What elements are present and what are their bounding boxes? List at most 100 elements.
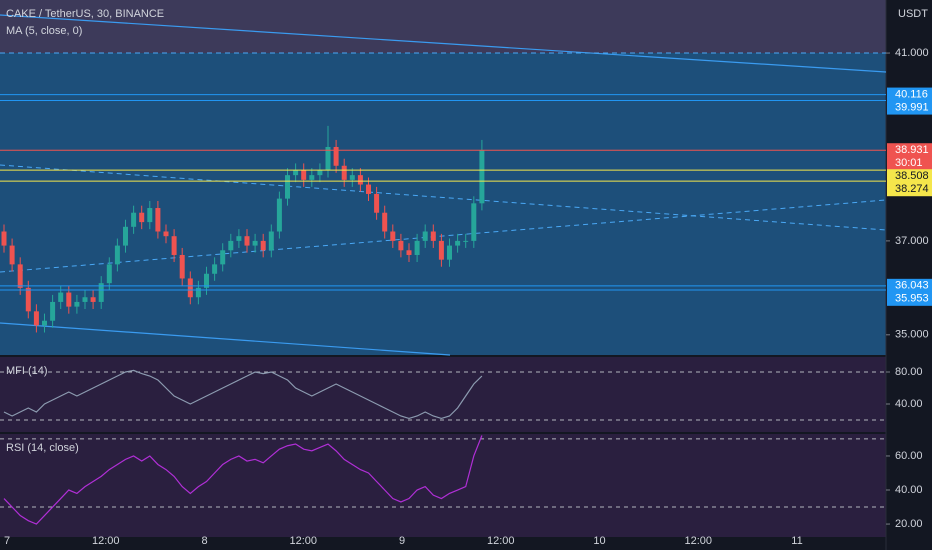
candle-body	[58, 292, 64, 302]
candle-body	[406, 250, 412, 255]
price-label: 38.931	[895, 144, 929, 156]
trend-line	[0, 322, 451, 356]
candle-body	[1, 231, 7, 246]
price-label: 36.043	[895, 280, 929, 292]
candle-body	[33, 311, 39, 326]
price-label: 38.274	[895, 183, 929, 195]
candle-body	[147, 208, 153, 223]
candle-body	[50, 301, 56, 321]
price-label-bg	[887, 100, 932, 115]
candle-body	[325, 146, 331, 171]
price-label-bg	[887, 182, 932, 197]
indicator-label: MFI (14)	[6, 365, 48, 377]
candle-body	[463, 240, 469, 242]
trend-line	[0, 14, 887, 73]
candle-body	[171, 236, 177, 255]
candle-body	[228, 240, 234, 251]
candle-body	[455, 240, 461, 246]
candle-body	[163, 231, 169, 237]
candle-body	[447, 245, 452, 260]
x-tick-label: 10	[593, 535, 605, 547]
candle-body	[309, 175, 315, 180]
candle-body	[341, 165, 347, 180]
trend-line-dashed	[0, 199, 887, 273]
candle-body	[301, 170, 307, 180]
candle-body	[42, 320, 47, 326]
candle-body	[317, 170, 323, 176]
candle-body	[422, 231, 428, 241]
candle-body	[414, 240, 420, 255]
candle-body	[98, 283, 104, 302]
indicator-label: RSI (14, close)	[6, 442, 79, 454]
candle-body	[179, 254, 185, 279]
candle-body	[398, 240, 404, 251]
candle-body	[74, 301, 80, 307]
zone-top	[0, 0, 886, 53]
x-tick-label: 8	[201, 535, 207, 547]
candle-body	[244, 236, 250, 246]
candle-body	[293, 170, 299, 176]
candle-body	[9, 245, 15, 265]
price-label: 38.508	[895, 170, 929, 182]
candle-body	[204, 273, 209, 288]
x-tick-label: 12:00	[487, 535, 515, 547]
price-label: 35.953	[895, 293, 929, 305]
candle-body	[123, 226, 128, 246]
candle-body	[155, 208, 161, 232]
candle-body	[276, 198, 282, 232]
plot	[0, 94, 886, 333]
y-tick-label: 60.00	[895, 450, 923, 462]
candle-body	[471, 203, 477, 241]
price-label: 39.991	[895, 101, 929, 113]
indicator-panes	[0, 357, 886, 537]
y-tick-label: 20.00	[895, 518, 923, 530]
x-tick-label: 12:00	[289, 535, 317, 547]
x-tick-label: 11	[791, 535, 802, 547]
trend-line-dashed	[0, 164, 887, 231]
candle-body	[357, 175, 363, 185]
price-label-bg	[887, 278, 932, 293]
candle-body	[285, 175, 290, 199]
candle-body	[106, 264, 112, 284]
main-pane	[0, 0, 886, 355]
x-tick-label: 7	[4, 535, 10, 547]
candle-body	[195, 287, 201, 298]
y-tick-label: 40.00	[895, 484, 923, 496]
price-label-bg	[887, 169, 932, 184]
candle-body	[438, 240, 444, 260]
candle-body	[479, 150, 485, 204]
countdown: 30:01	[895, 157, 923, 169]
price-label-bg	[887, 143, 932, 158]
indicator-line	[3, 435, 483, 525]
candle-body	[333, 146, 339, 166]
indicator-line	[3, 369, 483, 420]
candle-body	[90, 297, 96, 302]
y-tick-label: 40.00	[895, 398, 923, 410]
y-tick-label: 35.000	[895, 329, 929, 341]
candle-body	[82, 297, 88, 302]
candle-body	[187, 278, 193, 298]
currency: USDT	[898, 8, 928, 20]
candle-body	[390, 231, 396, 241]
candle-body	[220, 250, 226, 265]
candle-body	[114, 245, 120, 265]
y-tick-label: 41.000	[895, 47, 929, 59]
candle-body	[374, 193, 380, 213]
y-tick-label: 80.00	[895, 366, 923, 378]
price-label: 40.116	[895, 88, 928, 100]
chart-title: CAKE / TetherUS, 30, BINANCE	[6, 8, 164, 20]
candle-body	[17, 264, 23, 288]
candle-body	[268, 231, 274, 251]
x-tick-label: 12:00	[684, 535, 712, 547]
candle-body	[382, 212, 388, 232]
candle-body	[349, 175, 355, 180]
price-label-bg	[887, 87, 932, 102]
candle-body	[131, 212, 137, 227]
price-label-bg	[887, 291, 932, 306]
x-tick-label: 12:00	[92, 535, 120, 547]
candle-body	[366, 184, 371, 194]
candle-body	[252, 240, 258, 246]
x-tick-label: 9	[399, 535, 405, 547]
countdown-bg	[887, 156, 932, 171]
